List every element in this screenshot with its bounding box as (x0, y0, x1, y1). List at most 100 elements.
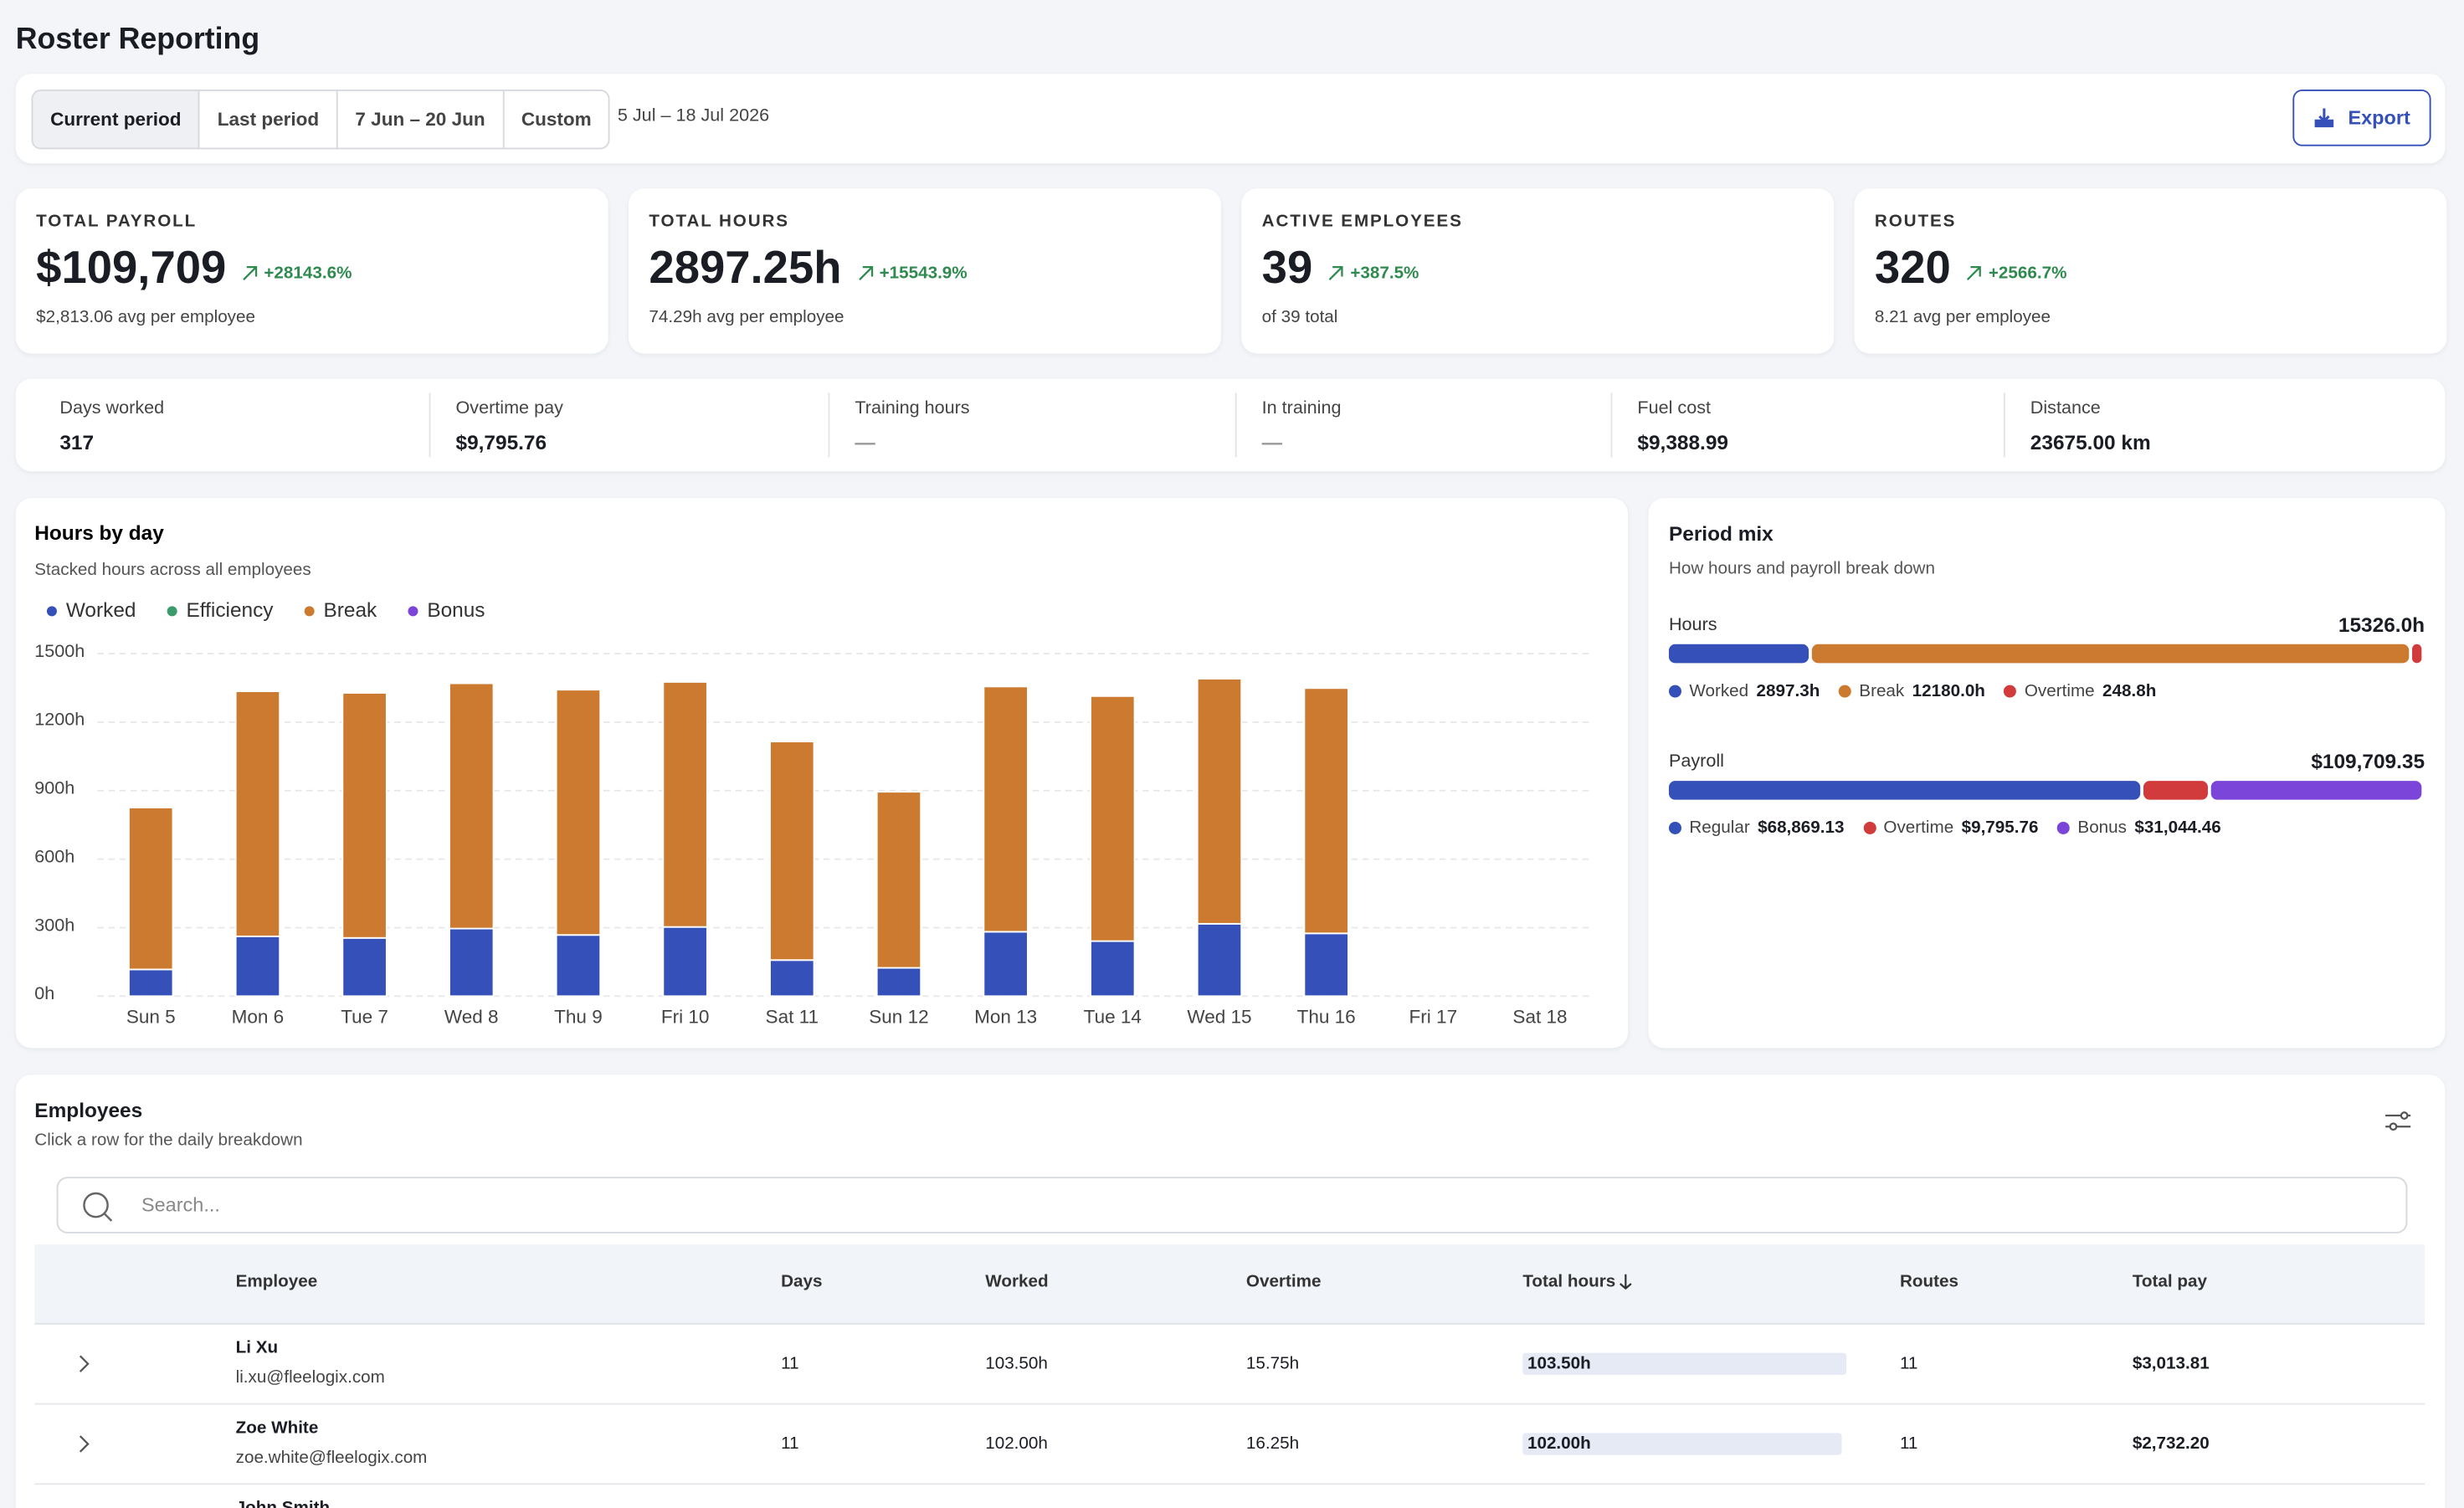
expand-chevron[interactable] (77, 1354, 90, 1373)
stat-value: $9,388.99 (1637, 430, 1729, 454)
kpi-value-row: 320 +2566.7% (1875, 244, 2067, 295)
x-tick-label: Fri 17 (1409, 1007, 1458, 1028)
period-option[interactable]: 7 Jun – 20 Jun (336, 90, 502, 148)
stat-value: $9,795.76 (455, 430, 547, 454)
bar-segment (1090, 940, 1136, 998)
mix-legend: Worked 2897.3h Break 12180.0h Overtime 248.8h (1668, 681, 2156, 701)
bar-segment (662, 680, 708, 928)
table-row[interactable]: Li Xu li.xu@fleelogix.com 11 103.50h 15.75h 1… (34, 1325, 2426, 1405)
kpi-card: TOTAL PAYROLL $109,709 +28143.6% $2,813.06 … (15, 188, 608, 354)
expand-chevron[interactable] (77, 1434, 90, 1454)
chart-subtitle: Stacked hours across all employees (34, 560, 311, 579)
search-icon (83, 1192, 113, 1222)
stat-label: Training hours (855, 398, 970, 418)
bar-segment (875, 791, 922, 969)
kpi-card: ACTIVE EMPLOYEES 39 +387.5% of 39 total (1241, 188, 1835, 354)
x-tick-label: Tue 14 (1084, 1007, 1142, 1028)
column-header[interactable]: Total hours (1522, 1273, 1633, 1291)
column-header[interactable]: Overtime (1245, 1272, 1322, 1292)
mix-legend-name: Overtime (2024, 681, 2095, 701)
mix-legend-value: $31,044.46 (2134, 818, 2221, 838)
mix-group-label: Hours (1668, 615, 1717, 635)
mix-subtitle: How hours and payroll break down (1668, 559, 1935, 578)
x-tick-label: Sun 12 (869, 1007, 928, 1028)
column-header[interactable]: Routes (1899, 1272, 1958, 1292)
mix-group-label: Payroll (1668, 752, 1724, 772)
column-header[interactable]: Employee (235, 1272, 318, 1292)
kpi-sub: 74.29h avg per employee (649, 307, 844, 327)
bar-segment (875, 967, 922, 998)
mix-legend-name: Overtime (1883, 818, 1954, 838)
period-option[interactable]: Current period (33, 90, 199, 148)
cell-routes: 11 (1899, 1434, 1918, 1454)
column-header[interactable]: Days (781, 1272, 823, 1292)
period-option[interactable]: Custom (502, 90, 608, 148)
legend-label: Bonus (427, 599, 485, 622)
period-option[interactable]: Last period (198, 90, 336, 148)
stat-value: 317 (59, 430, 95, 454)
column-settings-icon[interactable] (2382, 1106, 2414, 1135)
legend-dot (46, 606, 57, 617)
export-label: Export (2348, 106, 2410, 129)
divider (1610, 392, 1613, 458)
y-tick-label: 300h (34, 914, 74, 935)
legend-dot (1668, 685, 1681, 698)
bar-segment (1196, 922, 1243, 998)
y-tick-label: 1500h (34, 640, 85, 661)
trend-icon (1967, 265, 1982, 280)
employees-subtitle: Click a row for the daily breakdown (34, 1131, 303, 1151)
legend-dot (304, 606, 315, 617)
export-icon (2315, 108, 2334, 128)
divider (429, 392, 431, 458)
bar-segment (1090, 695, 1136, 942)
stats-strip: Days worked 317 Overtime pay $9,795.76 Train… (15, 378, 2446, 472)
kpi-value-row: $109,709 +28143.6% (36, 244, 352, 295)
bar-segment (128, 968, 174, 998)
legend-dot (1838, 685, 1851, 698)
employee-email: zoe.white@fleelogix.com (235, 1449, 428, 1468)
kpi-change-text: +15543.9% (879, 263, 968, 283)
divider (2003, 392, 2005, 458)
kpi-change-text: +2566.7% (1988, 263, 2067, 283)
table-row[interactable]: Zoe White zoe.white@fleelogix.com 11 102.00… (34, 1405, 2426, 1485)
kpi-change: +2566.7% (1967, 263, 2067, 283)
column-header[interactable]: Total pay (2132, 1272, 2207, 1292)
bar-segment (769, 741, 815, 962)
bar-segment (1196, 678, 1243, 925)
hours-chart-card: Hours by day Stacked hours across all em… (15, 498, 1629, 1049)
legend-dot (408, 606, 418, 617)
x-tick-label: Thu 16 (1297, 1007, 1356, 1028)
legend-dot (1863, 821, 1876, 834)
bar-segment (234, 935, 281, 998)
stat-value: — (855, 430, 875, 454)
search-box[interactable]: Search... (56, 1177, 2408, 1234)
mix-legend-value: 2897.3h (1756, 681, 1820, 701)
legend-label: Worked (66, 599, 136, 622)
x-tick-label: Sat 18 (1512, 1007, 1567, 1028)
x-tick-label: Wed 15 (1187, 1007, 1251, 1028)
table-header: Employee Days Worked Overtime Total hours Rou… (34, 1244, 2426, 1325)
table-row[interactable]: John Smith (34, 1485, 2425, 1508)
kpi-label: ACTIVE EMPLOYEES (1261, 212, 1463, 231)
stat-label: In training (1261, 398, 1342, 418)
bar-segment (662, 926, 708, 998)
kpi-card: TOTAL HOURS 2897.25h +15543.9% 74.29h avg p… (629, 188, 1221, 354)
x-tick-label: Mon 6 (232, 1007, 285, 1028)
mix-total: 15326.0h (2338, 613, 2426, 637)
mix-legend-name: Bonus (2077, 818, 2127, 838)
legend-label: Efficiency (187, 599, 275, 622)
employee-name: Li Xu (235, 1338, 279, 1358)
employee-name: Zoe White (235, 1418, 319, 1438)
bar-segment (769, 959, 815, 998)
page-title: Roster Reporting (15, 23, 260, 57)
cell-pay: $2,732.20 (2132, 1434, 2210, 1454)
bar-segment (983, 931, 1029, 998)
export-button[interactable]: Export (2292, 90, 2431, 146)
cell-days: 11 (781, 1354, 799, 1373)
kpi-sub: $2,813.06 avg per employee (36, 307, 255, 327)
bar-segment (234, 690, 281, 937)
legend-dot (167, 606, 177, 617)
kpi-sub: of 39 total (1261, 307, 1338, 327)
column-header[interactable]: Worked (985, 1272, 1049, 1292)
